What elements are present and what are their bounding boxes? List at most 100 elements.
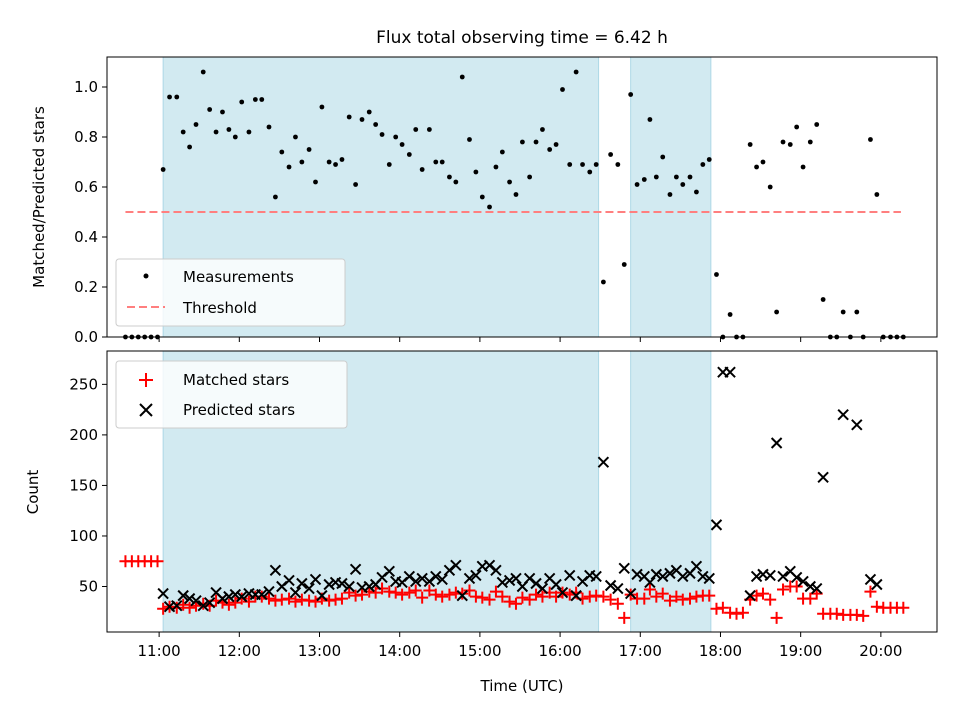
matched-star-marker <box>329 593 342 606</box>
predicted-star-marker <box>837 408 849 421</box>
measurement-point <box>333 162 338 167</box>
matched-star-marker <box>710 602 723 615</box>
matched-star-marker <box>229 596 242 609</box>
predicted-star-marker <box>597 456 610 468</box>
matched-star-marker <box>383 585 396 598</box>
measurement-point <box>373 122 379 127</box>
matched-star-marker <box>550 590 563 603</box>
matched-star-marker <box>777 583 790 596</box>
predicted-star-marker <box>223 590 235 603</box>
legend-measurements-label: Measurements <box>183 268 294 286</box>
matched-star-marker <box>509 597 522 610</box>
predicted-star-marker <box>790 571 803 584</box>
predicted-star-marker <box>309 573 322 586</box>
measurement-point <box>628 92 634 97</box>
measurement-point <box>399 142 405 147</box>
matched-star-marker <box>269 594 282 607</box>
measurement-point <box>313 179 318 185</box>
measurement-point <box>439 159 445 165</box>
predicted-star-marker <box>157 587 169 600</box>
predicted-star-marker <box>570 589 582 602</box>
predicted-star-marker <box>216 592 229 605</box>
measurement-point <box>479 194 485 200</box>
predicted-star-marker <box>236 590 248 603</box>
measurement-point <box>727 312 733 317</box>
measurement-point <box>213 129 219 135</box>
predicted-star-marker <box>383 565 395 578</box>
measurement-point <box>794 124 800 130</box>
predicted-star-marker <box>550 578 562 591</box>
x-tick-label: 19:00 <box>779 642 822 660</box>
measurement-point <box>467 137 472 142</box>
matched-star-marker <box>643 583 656 596</box>
measurement-point <box>800 164 806 170</box>
predicted-star-marker <box>536 582 549 595</box>
measurement-point <box>680 182 686 187</box>
measurement-point <box>499 149 505 155</box>
predicted-star-marker <box>256 588 268 601</box>
x-tick-label: 18:00 <box>699 642 742 660</box>
measurement-point <box>774 309 780 315</box>
measurement-point <box>687 174 693 180</box>
predicted-star-marker <box>496 576 509 589</box>
predicted-star-marker <box>197 600 209 612</box>
predicted-star-marker <box>777 570 789 583</box>
measurement-point <box>706 157 712 162</box>
bottom-y-axis-label: Count <box>24 470 42 515</box>
predicted-star-marker <box>650 568 663 581</box>
predicted-star-marker <box>677 570 689 583</box>
predicted-star-marker <box>618 562 630 575</box>
matched-star-marker <box>684 592 697 605</box>
matched-star-marker <box>396 588 409 601</box>
measurement-point <box>673 174 679 180</box>
predicted-star-marker <box>190 594 202 607</box>
legend-matched-marker <box>139 373 153 387</box>
predicted-star-marker <box>450 559 462 571</box>
top-y-tick-label: 0.2 <box>74 278 98 296</box>
matched-star-marker <box>443 588 456 601</box>
matched-star-marker <box>756 587 769 600</box>
matched-star-marker <box>356 588 369 601</box>
measurement-point <box>767 184 773 190</box>
matched-star-marker <box>736 606 749 619</box>
bottom-y-tick-label: 50 <box>79 578 98 596</box>
top-observing-span-2 <box>630 56 712 338</box>
measurement-point <box>419 167 425 172</box>
measurement-point <box>246 129 252 135</box>
predicted-star-marker <box>631 568 643 581</box>
measurement-point <box>326 159 332 165</box>
measurement-point <box>353 182 358 187</box>
measurement-point <box>621 262 627 267</box>
matched-star-marker <box>750 589 763 602</box>
measurement-point <box>820 297 826 302</box>
predicted-star-marker <box>871 578 883 591</box>
legend-matched-label: Matched stars <box>183 371 289 389</box>
measurement-point <box>694 189 699 195</box>
matched-star-marker <box>289 595 302 608</box>
matched-star-marker <box>536 590 549 603</box>
top-y-tick-label: 0.0 <box>74 328 98 346</box>
measurement-point <box>608 152 614 157</box>
measurement-point <box>660 154 666 160</box>
x-tick-label: 16:00 <box>538 642 581 660</box>
measurement-point <box>653 174 659 180</box>
measurement-point <box>754 164 759 170</box>
measurement-point <box>259 97 265 102</box>
matched-star-marker <box>403 586 416 599</box>
matched-star-marker <box>376 582 389 595</box>
top-y-axis-ticks: 0.0 0.2 0.4 0.6 0.8 1.0 <box>74 78 107 346</box>
measurement-point <box>547 147 553 152</box>
legend-predicted-marker <box>139 403 153 417</box>
matched-star-marker <box>764 593 777 606</box>
matched-star-marker <box>638 592 651 605</box>
matched-star-marker <box>275 593 288 606</box>
measurement-point <box>453 179 459 185</box>
measurement-point <box>180 129 186 135</box>
matched-star-marker <box>222 598 235 611</box>
measurement-point <box>366 109 372 115</box>
measurement-point <box>600 279 606 285</box>
matched-star-marker <box>389 586 402 599</box>
measurement-point <box>207 107 213 112</box>
matched-star-marker <box>503 595 516 608</box>
top-x-axis-ticks <box>158 337 882 342</box>
